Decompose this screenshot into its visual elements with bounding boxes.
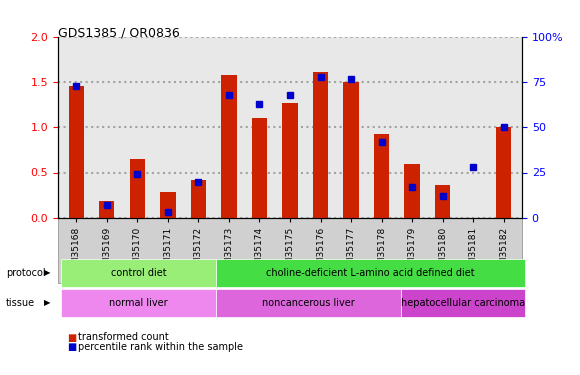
Bar bbox=[313, 72, 328, 217]
Text: transformed count: transformed count bbox=[78, 333, 169, 342]
Text: control diet: control diet bbox=[111, 268, 166, 278]
Text: ▶: ▶ bbox=[44, 268, 50, 278]
Bar bbox=[160, 192, 176, 217]
Text: protocol: protocol bbox=[6, 268, 45, 278]
Bar bbox=[222, 75, 237, 217]
Text: ■: ■ bbox=[67, 333, 76, 342]
Bar bbox=[99, 201, 114, 217]
Text: choline-deficient L-amino acid defined diet: choline-deficient L-amino acid defined d… bbox=[266, 268, 475, 278]
Text: hepatocellular carcinoma: hepatocellular carcinoma bbox=[401, 298, 525, 308]
Bar bbox=[130, 159, 145, 218]
Text: percentile rank within the sample: percentile rank within the sample bbox=[78, 342, 243, 352]
Bar bbox=[252, 118, 267, 218]
Text: ■: ■ bbox=[67, 342, 76, 352]
Bar bbox=[435, 185, 450, 218]
Bar bbox=[374, 134, 389, 218]
Text: ▶: ▶ bbox=[44, 298, 50, 307]
Bar bbox=[191, 180, 206, 218]
Bar bbox=[282, 103, 298, 218]
Text: GDS1385 / OR0836: GDS1385 / OR0836 bbox=[58, 26, 180, 39]
Bar bbox=[404, 164, 420, 218]
Text: normal liver: normal liver bbox=[109, 298, 168, 308]
Bar bbox=[496, 128, 512, 218]
Text: noncancerous liver: noncancerous liver bbox=[262, 298, 355, 308]
Bar bbox=[68, 86, 84, 218]
Text: tissue: tissue bbox=[6, 298, 35, 308]
Bar bbox=[343, 82, 358, 218]
